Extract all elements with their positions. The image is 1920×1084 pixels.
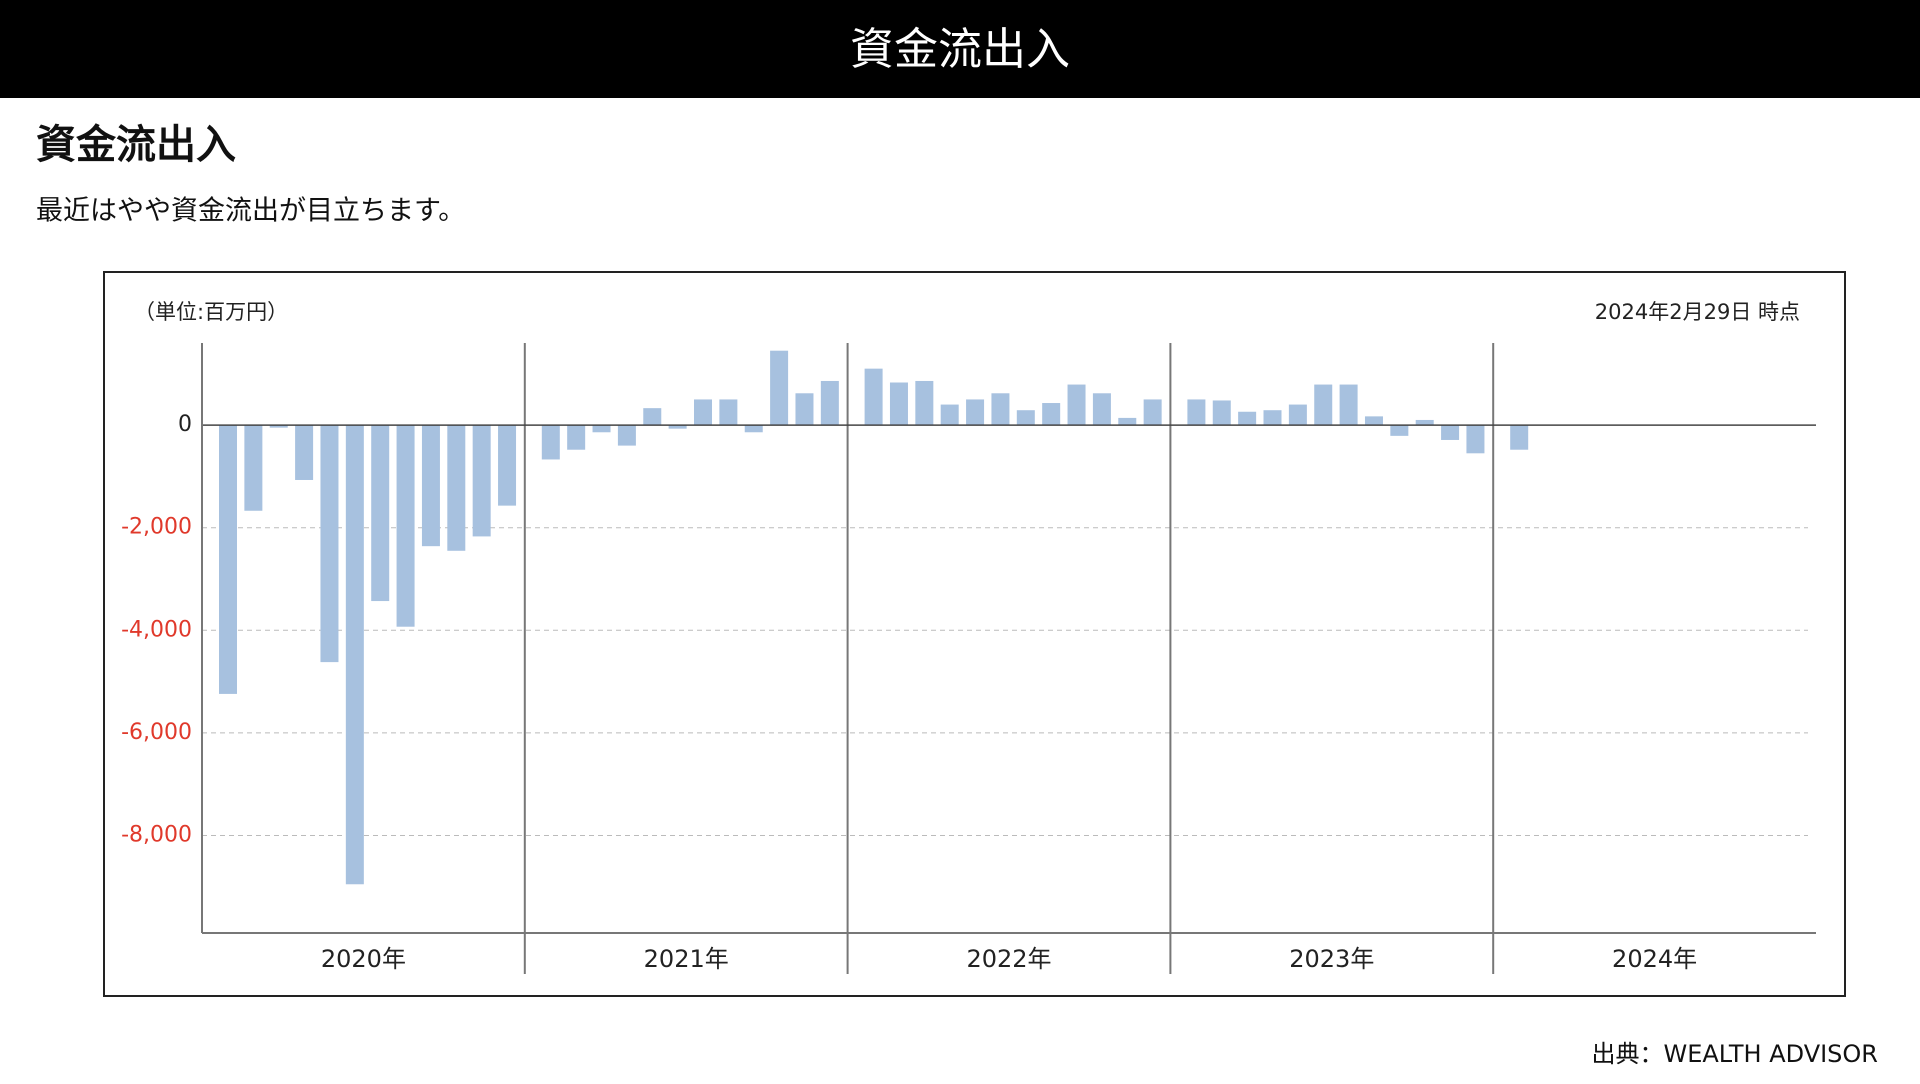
bar	[269, 425, 288, 428]
bar	[1212, 400, 1231, 426]
x-group-label: 2024年	[1612, 945, 1697, 973]
bar	[643, 408, 662, 426]
source: 出典：WEALTH ADVISOR	[1592, 1040, 1879, 1068]
bar	[1092, 393, 1111, 426]
bar	[1364, 416, 1383, 426]
bar	[1466, 425, 1485, 454]
bar	[744, 425, 763, 433]
bar	[592, 425, 611, 433]
bar	[541, 425, 560, 460]
bar	[1390, 425, 1409, 436]
bar	[219, 425, 237, 694]
bar	[1187, 399, 1206, 426]
bar	[320, 425, 339, 663]
bar	[1238, 411, 1257, 426]
bar	[1067, 384, 1086, 426]
x-group-label: 2022年	[966, 945, 1051, 973]
bar	[1415, 419, 1434, 426]
bar	[396, 425, 415, 627]
y-tick-label: 0	[178, 412, 192, 437]
bar	[864, 368, 883, 426]
bar	[795, 393, 814, 426]
bar	[719, 399, 738, 426]
bar	[1042, 403, 1061, 426]
x-group-label: 2023年	[1289, 945, 1374, 973]
bar	[966, 399, 985, 426]
y-tick-label: -8,000	[121, 823, 192, 848]
bar	[447, 425, 466, 551]
bar	[421, 425, 440, 547]
unit-label: （単位:百万円）	[134, 300, 288, 324]
chart-frame	[103, 271, 1846, 997]
bar	[1441, 425, 1460, 440]
bar	[820, 380, 839, 426]
bar	[472, 425, 491, 537]
bar	[1263, 410, 1282, 426]
bar	[694, 399, 713, 426]
bar	[1118, 417, 1137, 426]
bar	[1288, 404, 1307, 426]
bar	[668, 425, 687, 429]
bar	[991, 393, 1010, 426]
bar	[617, 425, 636, 446]
y-tick-label: -6,000	[121, 720, 192, 745]
bar	[295, 425, 314, 480]
bar	[1314, 384, 1333, 426]
bar	[1016, 410, 1035, 426]
bar	[1510, 425, 1529, 450]
header-title: 資金流出入	[850, 24, 1070, 75]
heading: 資金流出入	[36, 122, 236, 168]
x-group-label: 2021年	[644, 945, 729, 973]
bar	[567, 425, 586, 450]
bar	[371, 425, 390, 602]
bar	[1339, 384, 1358, 426]
bar	[915, 380, 934, 426]
y-tick-label: -4,000	[121, 617, 192, 642]
bar	[244, 425, 263, 511]
bar	[889, 382, 908, 426]
bar	[498, 425, 517, 506]
y-tick-label: -2,000	[121, 515, 192, 540]
bar	[345, 425, 364, 885]
x-group-label: 2020年	[321, 945, 406, 973]
bar	[1143, 399, 1162, 426]
bar	[770, 350, 789, 426]
header-bar	[0, 0, 1920, 98]
bar	[940, 404, 959, 426]
description: 最近はやや資金流出が目立ちます。	[36, 196, 465, 227]
as-of: 2024年2月29日 時点	[1595, 300, 1800, 324]
